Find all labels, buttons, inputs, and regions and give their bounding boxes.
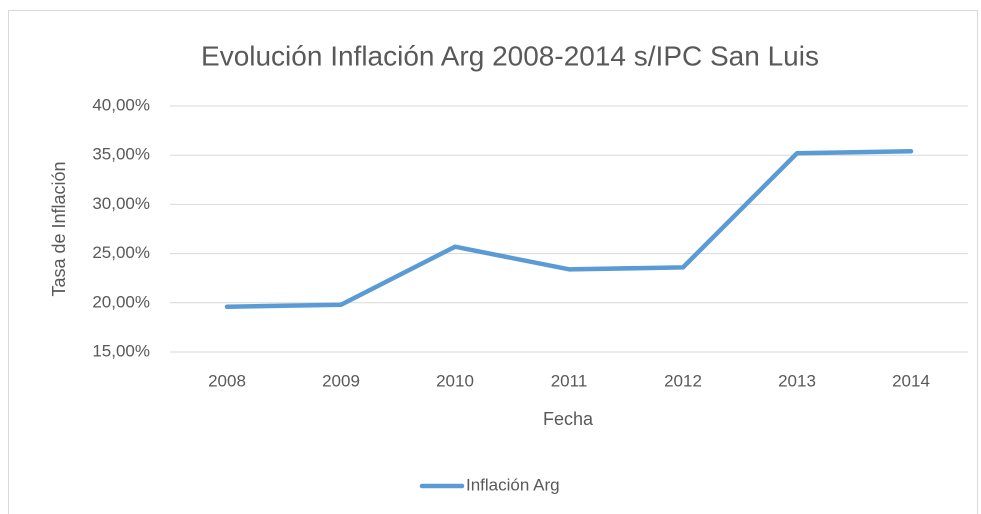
y-tick-label: 35,00% [92,145,150,164]
y-tick-label: 25,00% [92,243,150,262]
x-tick-label: 2010 [436,371,474,390]
x-tick-label: 2013 [778,371,816,390]
x-tick-label: 2009 [322,371,360,390]
x-tick-label: 2014 [892,371,930,390]
y-tick-label: 20,00% [92,292,150,311]
chart-frame [8,10,978,514]
x-axis-title: Fecha [543,409,594,429]
y-tick-label: 40,00% [92,95,150,114]
x-tick-label: 2012 [664,371,702,390]
chart-title: Evolución Inflación Arg 2008-2014 s/IPC … [201,40,819,71]
data-line [224,149,914,309]
y-axis-title: Tasa de Inflación [49,161,69,296]
y-tick-label: 15,00% [92,341,150,360]
x-tick-label: 2008 [208,371,246,390]
x-tick-label: 2011 [551,371,588,390]
legend-label: Inflación Arg [466,475,560,494]
y-tick-label: 30,00% [92,194,150,213]
